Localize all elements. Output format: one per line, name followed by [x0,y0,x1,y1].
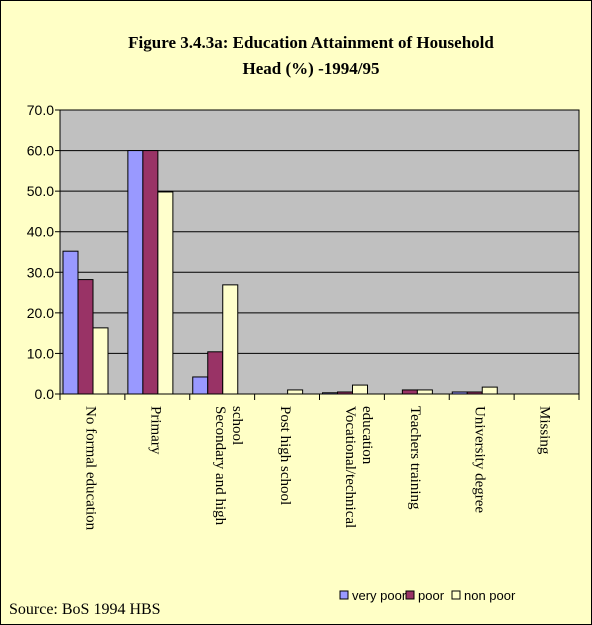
bar [222,284,239,395]
legend-label: very poor [352,588,407,603]
bar [401,389,418,395]
bar [287,389,304,395]
bar [62,250,79,395]
category-label: Missing [537,406,553,455]
bar [481,386,498,395]
category-label: school [229,406,245,445]
category-label: Primary [147,406,163,455]
y-tick-label: 30.0 [27,264,54,280]
category-label: education [359,406,375,465]
y-tick-label: 40.0 [27,224,54,240]
bar [337,391,353,395]
bar [352,384,368,395]
category-label: Post high school [277,406,293,505]
legend-swatch [339,590,349,600]
bar [142,150,159,395]
legend-swatch [451,590,461,600]
y-tick-label: 60.0 [27,143,54,159]
bar [192,376,209,395]
bar [466,391,483,395]
chart-title-line-2: Head (%) -1994/95 [242,59,380,78]
legend-label: poor [418,588,445,603]
bar [92,327,109,395]
category-label: No formal education [82,406,98,531]
chart-title-line-1: Figure 3.4.3a: Education Attainment of H… [128,33,494,52]
bar [207,351,224,395]
category-label: Teachers training [407,406,423,510]
category-label: Vocational/technical [342,406,358,528]
y-tick-label: 20.0 [27,305,54,321]
legend-swatch [405,590,415,600]
bar [322,392,338,395]
bar [157,191,174,395]
y-tick-label: 0.0 [35,386,55,402]
y-tick-label: 50.0 [27,183,54,199]
bar [416,389,433,395]
y-tick-label: 70.0 [27,102,54,118]
chart-title: Figure 3.4.3a: Education Attainment of H… [41,30,581,82]
category-label: University degree [472,406,488,513]
bar [127,150,144,395]
category-label: Secondary and high [212,406,228,526]
bar [451,391,468,395]
legend-label: non poor [464,588,516,603]
source-note: Source: BoS 1994 HBS [9,601,161,618]
y-tick-label: 10.0 [27,345,54,361]
bar [77,279,94,395]
